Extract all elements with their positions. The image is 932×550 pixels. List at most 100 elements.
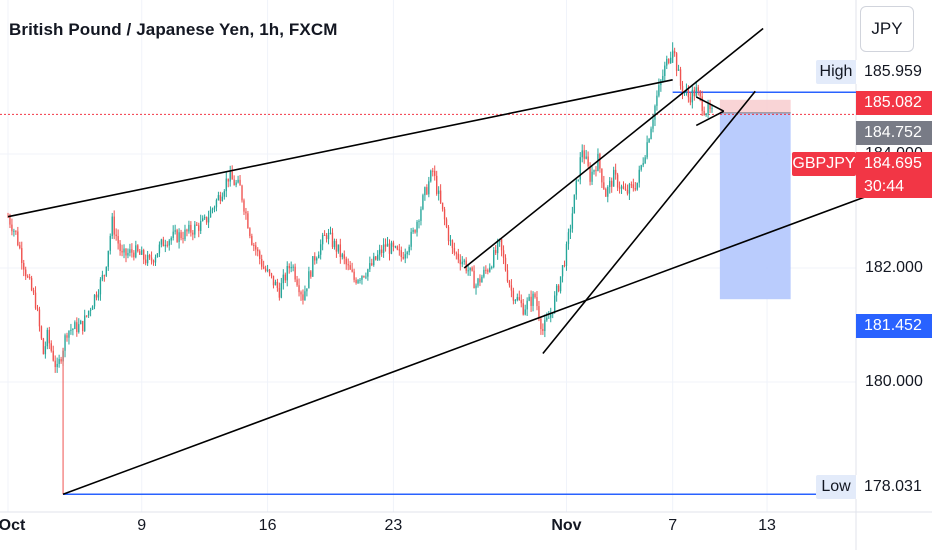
candle-body xyxy=(699,91,701,97)
candle-body xyxy=(701,96,703,111)
candle-body xyxy=(42,338,45,355)
candle-body xyxy=(257,249,259,252)
candle-body xyxy=(294,266,296,280)
time-tick-label: Oct xyxy=(0,517,26,534)
candle-body xyxy=(394,246,397,248)
candle-body xyxy=(638,169,640,183)
candle-body xyxy=(85,315,88,317)
candle-body xyxy=(58,359,60,364)
candle-body xyxy=(642,163,644,166)
candle-body xyxy=(113,216,115,235)
candle-body xyxy=(203,216,206,219)
candle-body xyxy=(550,314,552,318)
candle-body xyxy=(304,291,306,301)
level-upper-price-tag: 185.082 xyxy=(856,91,932,115)
low-label: Low xyxy=(816,475,856,499)
candle-body xyxy=(19,245,21,249)
candle-body xyxy=(270,273,273,276)
candle-body xyxy=(97,294,100,298)
candle-body xyxy=(201,218,204,222)
candle-body xyxy=(467,270,469,272)
candle-body xyxy=(30,278,33,291)
candle-body xyxy=(266,269,269,271)
candle-body xyxy=(585,156,587,159)
candle-body xyxy=(103,275,106,277)
candle-body xyxy=(306,288,308,292)
candle-body xyxy=(404,254,406,259)
candle-body xyxy=(599,153,601,169)
candle-body xyxy=(255,245,257,250)
candle-body xyxy=(679,69,682,86)
candle-body xyxy=(48,329,50,344)
candle-body xyxy=(626,189,629,194)
candle-body xyxy=(46,329,49,347)
candle-body xyxy=(296,279,298,286)
candle-body xyxy=(25,269,27,277)
candle-body xyxy=(325,235,328,240)
candle-body xyxy=(290,266,292,269)
candle-body xyxy=(481,276,483,283)
candle-body xyxy=(87,310,90,316)
time-tick-label: 9 xyxy=(137,517,147,534)
candle-body xyxy=(630,184,633,186)
candle-body xyxy=(652,119,654,129)
candle-body xyxy=(573,194,576,214)
candle-body xyxy=(408,246,410,253)
candle-body xyxy=(166,244,168,246)
candle-body xyxy=(142,250,145,260)
candle-body xyxy=(89,309,92,311)
candle-body xyxy=(603,182,605,189)
candle-body xyxy=(316,258,318,261)
candle-body xyxy=(512,290,515,301)
candle-body xyxy=(196,224,198,226)
take-profit-zone xyxy=(719,112,791,300)
candle-body xyxy=(432,170,434,172)
candle-body xyxy=(333,240,336,247)
candle-body xyxy=(178,232,180,242)
candle-body xyxy=(634,188,636,190)
candle-body xyxy=(693,89,695,97)
candle-body xyxy=(471,267,473,271)
candle-body xyxy=(68,330,70,338)
stop-loss-zone xyxy=(719,99,791,113)
candle-body xyxy=(412,230,414,232)
candle-body xyxy=(99,279,102,295)
candle-body xyxy=(133,252,135,258)
candle-body xyxy=(494,250,497,254)
candle-body xyxy=(607,187,609,197)
candle-body xyxy=(357,280,359,283)
currency-button[interactable]: JPY xyxy=(860,6,914,52)
candle-body xyxy=(298,285,300,293)
time-tick-label: 16 xyxy=(258,517,277,534)
candle-body xyxy=(396,246,399,250)
candle-body xyxy=(141,250,143,255)
candle-body xyxy=(11,224,13,232)
candle-body xyxy=(536,297,538,307)
candle-body xyxy=(487,270,489,272)
candle-body xyxy=(632,184,635,189)
candle-body xyxy=(520,300,522,304)
candle-body xyxy=(353,271,355,280)
candle-body xyxy=(455,252,458,254)
time-tick-label: 13 xyxy=(758,517,776,534)
candle-body xyxy=(597,153,599,171)
candle-body xyxy=(284,274,286,281)
candle-body xyxy=(184,229,186,240)
candle-body xyxy=(437,190,440,194)
candle-body xyxy=(422,195,424,210)
candle-body xyxy=(473,270,475,289)
candle-body xyxy=(345,258,347,265)
candle-body xyxy=(119,243,121,251)
candle-body xyxy=(548,317,550,319)
candle-body xyxy=(563,265,566,267)
low-value: 178.031 xyxy=(856,475,932,499)
candle-body xyxy=(644,157,646,164)
candle-body xyxy=(186,229,188,232)
candle-body xyxy=(605,188,607,197)
candle-body xyxy=(705,113,707,115)
candle-body xyxy=(670,57,672,64)
candle-body xyxy=(205,216,208,223)
time-tick-label: 23 xyxy=(384,517,403,534)
candle-body xyxy=(414,230,416,233)
